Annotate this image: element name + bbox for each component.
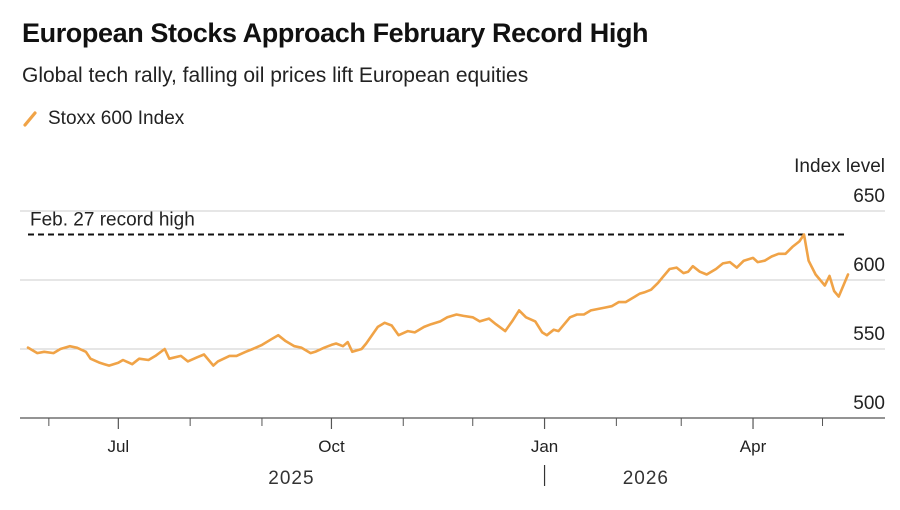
x-tick-label-jul: Jul	[107, 437, 129, 456]
x-tick-label-apr: Apr	[740, 437, 767, 456]
y-tick-label-650: 650	[853, 186, 885, 207]
legend-series-swatch	[23, 111, 37, 127]
series-line-stoxx-600	[26, 233, 850, 367]
x-tick-label-jan: Jan	[531, 437, 558, 456]
y-tick-label-500: 500	[853, 393, 885, 414]
legend: Stoxx 600 Index	[22, 108, 184, 130]
year-label-2026: 2026	[623, 468, 669, 489]
chart-subtitle: Global tech rally, falling oil prices li…	[22, 64, 529, 87]
record-high-label: Feb. 27 record high	[30, 209, 195, 230]
y-axis-label: Index level	[794, 156, 885, 177]
x-tick-label-oct: Oct	[318, 437, 345, 456]
year-label-2025: 2025	[268, 468, 314, 489]
legend-series-label: Stoxx 600 Index	[48, 108, 185, 129]
y-tick-label-550: 550	[853, 324, 885, 345]
y-tick-label-600: 600	[853, 255, 885, 276]
chart-title: European Stocks Approach February Record…	[22, 18, 649, 48]
